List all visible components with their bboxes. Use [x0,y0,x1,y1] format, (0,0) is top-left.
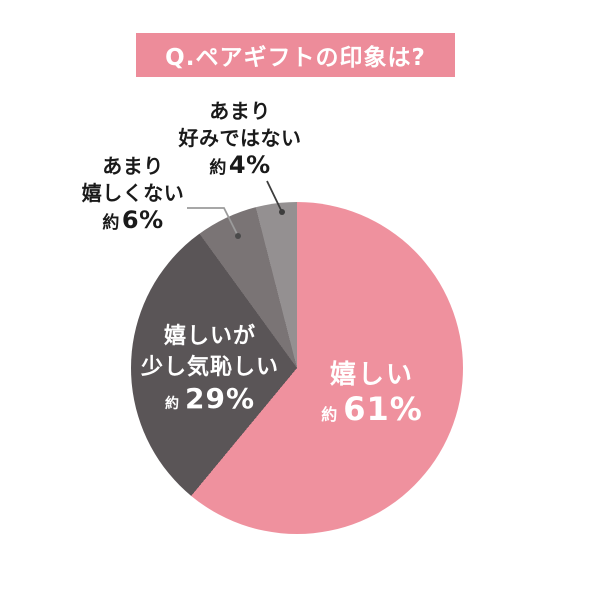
label-value: 約4% [163,152,317,182]
label-happy-embarrassed: 嬉しいが 少し気恥しい 約 29% [118,321,302,420]
percent-value: 61% [343,390,423,428]
label-line: 嬉しくない [81,181,185,205]
label-value: 約 61% [287,391,457,433]
label-not-preferred: あまり 好みではない 約4% [163,98,317,182]
percent-value: 4% [228,151,271,179]
approx-prefix: 約 [321,405,339,424]
approx-prefix: 約 [209,158,227,178]
label-line: あまり [102,154,164,178]
percent-value: 6% [121,206,164,234]
pie-chart [131,202,463,534]
approx-prefix: 約 [164,396,180,412]
chart-title: Q.ペアギフトの印象は? [165,45,426,71]
label-value: 約6% [56,207,210,237]
label-line: 好みではない [178,126,302,150]
title-banner: Q.ペアギフトの印象は? [136,33,455,77]
label-line: 少し気恥しい [140,355,279,380]
label-not-happy: あまり 嬉しくない 約6% [56,153,210,237]
percent-value: 29% [184,382,256,415]
label-happy: 嬉しい 約 61% [287,359,457,433]
label-line: 嬉しい [329,360,414,390]
label-line: 嬉しいが [163,324,256,349]
label-line: あまり [209,99,271,123]
approx-prefix: 約 [102,213,120,233]
label-value: 約 29% [118,383,302,420]
